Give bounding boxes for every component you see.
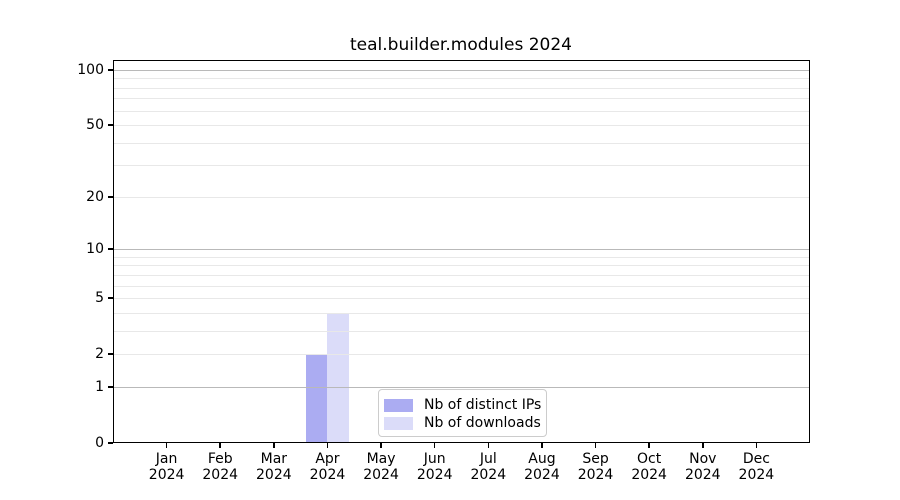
- x-tick-label-nov: Nov 2024: [684, 451, 721, 483]
- x-tick-label-oct: Oct 2024: [631, 451, 667, 483]
- y-gridline-minor: [113, 196, 810, 198]
- x-tick: [541, 443, 543, 448]
- chart-title: teal.builder.modules 2024: [350, 35, 572, 55]
- y-tick-label: 1: [95, 378, 104, 395]
- y-gridline-minor: [113, 98, 810, 100]
- y-gridline-minor: [113, 87, 810, 89]
- y-gridline-minor: [113, 110, 810, 112]
- x-tick: [380, 443, 382, 448]
- y-gridline-minor: [113, 78, 810, 80]
- y-tick-label: 20: [86, 188, 104, 205]
- x-tick-label-jun: Jun 2024: [416, 451, 453, 483]
- y-gridline-minor: [113, 298, 810, 300]
- x-tick-label-jan: Jan 2024: [148, 451, 185, 483]
- x-tick-label-aug: Aug 2024: [524, 451, 560, 483]
- y-gridline-minor: [113, 265, 810, 267]
- bar-nb-of-distinct-ips-apr: [306, 354, 328, 443]
- x-tick-label-sep: Sep 2024: [577, 451, 614, 483]
- y-gridline-minor: [113, 274, 810, 276]
- y-tick: [108, 297, 113, 299]
- x-tick-label-dec: Dec 2024: [738, 451, 775, 483]
- y-tick: [108, 442, 113, 444]
- y-gridline-major: [113, 386, 810, 388]
- x-tick-label-may: May 2024: [363, 451, 399, 483]
- y-tick-label: 0: [95, 435, 104, 451]
- x-tick-label-jul: Jul 2024: [470, 451, 507, 483]
- legend-label-distinct-ips: Nb of distinct IPs: [424, 397, 542, 413]
- x-tick: [648, 443, 650, 448]
- legend: Nb of distinct IPs Nb of downloads: [378, 389, 547, 437]
- y-tick-label: 50: [86, 117, 104, 134]
- x-tick: [433, 443, 436, 448]
- x-tick-label-mar: Mar 2024: [256, 451, 292, 483]
- x-tick: [326, 443, 329, 448]
- y-gridline-minor: [113, 330, 810, 332]
- x-tick: [487, 443, 490, 448]
- y-tick-label: 2: [95, 346, 104, 363]
- y-tick-label: 5: [95, 290, 104, 307]
- x-tick-label-feb: Feb 2024: [202, 451, 239, 483]
- x-tick: [594, 443, 597, 448]
- legend-label-downloads: Nb of downloads: [424, 415, 541, 431]
- legend-entry-downloads: Nb of downloads: [384, 415, 541, 431]
- y-tick-label: 10: [86, 241, 104, 258]
- y-tick: [108, 69, 113, 71]
- y-gridline-minor: [113, 125, 810, 127]
- y-gridline-minor: [113, 312, 810, 314]
- x-tick: [702, 443, 704, 448]
- y-tick: [108, 386, 113, 388]
- x-tick: [165, 443, 168, 448]
- y-gridline-minor: [113, 165, 810, 167]
- x-tick: [755, 443, 758, 448]
- x-tick: [219, 443, 221, 448]
- y-gridline-minor: [113, 256, 810, 258]
- x-tick-label-apr: Apr 2024: [309, 451, 346, 483]
- y-gridline-major: [113, 249, 810, 251]
- plot-area: [113, 60, 810, 443]
- y-gridline-minor: [113, 285, 810, 287]
- y-tick: [108, 248, 113, 250]
- bar-nb-of-downloads-apr: [327, 312, 349, 443]
- y-gridline-minor: [113, 142, 810, 144]
- y-tick-label: 100: [77, 62, 104, 78]
- y-tick: [108, 196, 113, 198]
- y-gridline-minor: [113, 354, 810, 356]
- x-tick: [273, 443, 275, 448]
- y-gridline-major: [113, 70, 810, 71]
- legend-swatch-distinct-ips: [384, 398, 413, 412]
- legend-entry-distinct-ips: Nb of distinct IPs: [384, 397, 542, 413]
- y-tick: [108, 353, 113, 355]
- legend-swatch-downloads: [384, 416, 413, 430]
- y-tick: [108, 124, 113, 126]
